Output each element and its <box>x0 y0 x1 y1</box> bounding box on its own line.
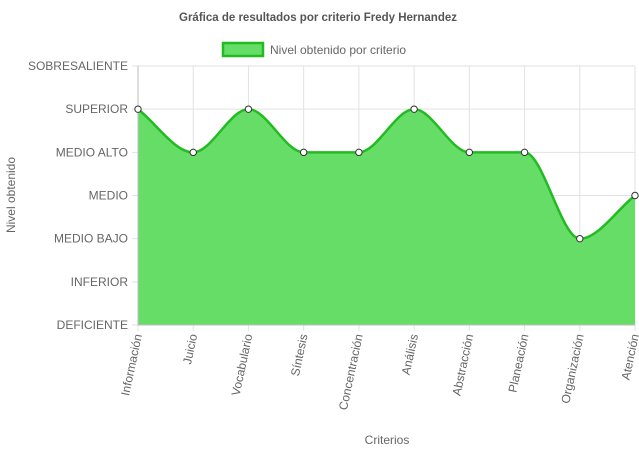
legend-swatch <box>221 41 265 58</box>
y-tick-label: MEDIO ALTO <box>56 145 128 159</box>
x-tick-label: Planeación <box>505 333 531 394</box>
area-fill <box>138 109 635 325</box>
y-tick-label: MEDIO <box>89 189 128 203</box>
y-tick-label: SUPERIOR <box>65 102 128 116</box>
data-point <box>465 148 474 157</box>
series-line <box>137 107 636 240</box>
data-point <box>520 148 529 157</box>
x-tick-label: Juicio <box>180 332 200 365</box>
data-point <box>576 234 584 243</box>
data-point <box>355 148 363 157</box>
x-tick-label: Organización <box>558 333 586 405</box>
y-tick-label: DEFICIENTE <box>57 318 128 332</box>
data-point <box>631 191 639 200</box>
data-point <box>299 148 308 157</box>
data-point <box>244 105 253 113</box>
y-axis-label: Nivel obtenido <box>4 157 18 233</box>
legend-label: Nivel obtenido por criterio <box>270 43 406 57</box>
x-tick-label: Análisis <box>399 333 421 376</box>
y-tick-label: INFERIOR <box>71 275 129 289</box>
data-area <box>137 107 636 325</box>
y-tick-label: SOBRESALIENTE <box>28 59 128 73</box>
data-point <box>134 105 142 113</box>
y-tick-label: MEDIO BAJO <box>54 232 128 246</box>
legend[interactable]: Nivel obtenido por criterio <box>221 41 406 58</box>
x-tick-label: Síntesis <box>288 333 311 378</box>
data-points <box>134 105 639 243</box>
chart-title: Gráfica de resultados por criterio Fredy… <box>179 12 457 24</box>
x-tick-label: Abstracción <box>450 333 477 397</box>
data-point <box>410 105 418 113</box>
x-tick-labels: Información Juicio Vocabulario Síntesis Conc… <box>118 332 639 411</box>
data-point <box>189 148 197 157</box>
x-tick-label: Información <box>118 333 145 397</box>
x-axis-label: Criterios <box>365 433 410 447</box>
y-tick-labels: DEFICIENTE INFERIOR MEDIO BAJO MEDIO MEDIO A… <box>28 59 128 332</box>
x-tick-label: Atención <box>619 333 639 382</box>
x-tick-label: Vocabulario <box>229 332 256 397</box>
x-tick-label: Concentración <box>336 333 366 412</box>
